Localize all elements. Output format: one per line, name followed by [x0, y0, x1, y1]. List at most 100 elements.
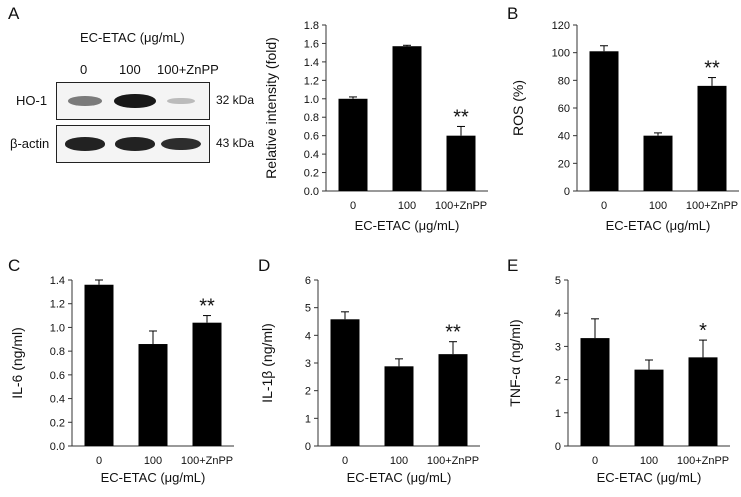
x-tick-label: 100+ZnPP — [686, 200, 738, 212]
blot-membrane-ho1 — [56, 82, 210, 120]
significance-marker: ** — [445, 322, 461, 344]
bar — [138, 344, 168, 446]
panel-letter-b: B — [507, 4, 519, 23]
y-tick-label: 5 — [305, 303, 311, 315]
blot-band — [161, 137, 201, 151]
bar — [438, 354, 468, 446]
bar — [84, 284, 114, 446]
bar — [330, 319, 360, 446]
y-tick-label: 1.6 — [304, 38, 319, 50]
y-axis-label: IL-1β (ng/ml) — [259, 323, 275, 403]
panel-letter-d: D — [258, 256, 271, 275]
y-tick-label: 1.4 — [50, 275, 65, 287]
x-axis-label: EC-ETAC (μg/mL) — [606, 218, 711, 233]
significance-marker: * — [699, 320, 707, 342]
blot-band — [68, 96, 102, 106]
y-tick-label: 0.6 — [304, 131, 319, 143]
y-tick-label: 0 — [555, 441, 561, 453]
blot-row-label-ho1: HO-1 — [16, 93, 48, 108]
y-tick-label: 0.6 — [50, 370, 65, 382]
blot-title: EC-ETAC (μg/mL) — [80, 30, 185, 45]
blot-lane-label: 0 — [80, 62, 88, 77]
panel-letter-a: A — [8, 4, 20, 23]
y-tick-label: 1.0 — [50, 322, 65, 334]
chart-b: 0 20 40 60 80 100 120 0 100 ** 100+ZnPP EC-ETAC (μg… — [510, 20, 739, 233]
y-axis-label: IL-6 (ng/ml) — [9, 327, 25, 399]
y-tick-label: 0 — [564, 186, 570, 198]
bar — [643, 135, 673, 191]
chart-e: 0 1 2 3 4 5 0 100 * 100+ZnPP EC-ETAC (μg/mL) TNF-α … — [507, 275, 730, 485]
y-tick-label: 0.0 — [50, 441, 65, 453]
panel-letter-e: E — [507, 256, 519, 275]
y-tick-label: 1.0 — [304, 94, 319, 106]
chart-a: 0.0 0.2 0.4 0.6 0.8 1.0 1.2 1.4 1.6 1.8 0 100 ** 100+… — [263, 20, 488, 233]
y-tick-label: 3 — [305, 358, 311, 370]
bar — [634, 369, 664, 446]
blot-membrane-actin — [56, 125, 210, 163]
y-tick-label: 40 — [558, 131, 570, 143]
x-tick-label: 100 — [144, 455, 162, 467]
blot-lane-label: 100 — [119, 62, 141, 77]
y-tick-label: 1.4 — [304, 57, 319, 69]
x-tick-label: 100+ZnPP — [181, 455, 233, 467]
blot-kda-ho1: 32 kDa — [216, 93, 255, 107]
blot-band — [114, 137, 156, 151]
y-tick-label: 2 — [305, 386, 311, 398]
y-tick-label: 0.0 — [304, 186, 319, 198]
blot-band — [167, 97, 195, 105]
bar — [697, 85, 727, 191]
x-axis-label: EC-ETAC (μg/mL) — [347, 470, 452, 485]
x-tick-label: 0 — [592, 455, 598, 467]
y-tick-label: 1.2 — [50, 299, 65, 311]
y-tick-label: 0.8 — [50, 346, 65, 358]
y-tick-label: 60 — [558, 103, 570, 115]
blot-band — [114, 94, 156, 108]
y-tick-label: 0.8 — [304, 112, 319, 124]
blot-lane-label: 100+ZnPP — [157, 62, 219, 77]
y-tick-label: 3 — [555, 341, 561, 353]
y-tick-label: 6 — [305, 275, 311, 287]
y-tick-label: 2 — [555, 375, 561, 387]
bar — [392, 46, 422, 191]
significance-marker: ** — [704, 58, 720, 80]
y-tick-label: 0.2 — [50, 417, 65, 429]
bar — [688, 357, 718, 446]
y-tick-label: 0.2 — [304, 168, 319, 180]
x-tick-label: 100 — [390, 455, 408, 467]
x-axis-label: EC-ETAC (μg/mL) — [597, 470, 702, 485]
y-tick-label: 5 — [555, 275, 561, 287]
y-tick-label: 20 — [558, 158, 570, 170]
chart-d: 0 1 2 3 4 5 6 0 100 ** 100+ZnPP EC-ETAC (μg/mL) IL-1… — [259, 275, 480, 485]
x-tick-label: 100 — [398, 200, 416, 212]
x-tick-label: 0 — [350, 200, 356, 212]
panel-letter-c: C — [8, 256, 21, 275]
bar — [338, 98, 368, 191]
y-tick-label: 1 — [555, 408, 561, 420]
y-tick-label: 0.4 — [304, 149, 319, 161]
y-tick-label: 0 — [305, 441, 311, 453]
x-tick-label: 100 — [649, 200, 667, 212]
x-tick-label: 0 — [96, 455, 102, 467]
x-tick-label: 100+ZnPP — [427, 455, 479, 467]
y-tick-label: 1 — [305, 413, 311, 425]
y-tick-label: 1.8 — [304, 20, 319, 32]
x-tick-label: 100+ZnPP — [435, 200, 487, 212]
significance-marker: ** — [199, 296, 215, 318]
significance-marker: ** — [453, 106, 469, 128]
bar — [589, 51, 619, 192]
x-tick-label: 100 — [640, 455, 658, 467]
blot-row-label-actin: β-actin — [10, 136, 50, 151]
y-axis-label: Relative intensity (fold) — [263, 37, 279, 179]
y-axis-label: TNF-α (ng/ml) — [507, 319, 523, 406]
y-tick-label: 4 — [555, 308, 561, 320]
x-tick-label: 100+ZnPP — [677, 455, 729, 467]
y-tick-label: 120 — [552, 20, 570, 32]
bar — [384, 366, 414, 446]
chart-c: 0.0 0.2 0.4 0.6 0.8 1.0 1.2 1.4 0 100 ** 100+ZnPP EC… — [9, 275, 234, 485]
y-tick-label: 100 — [552, 48, 570, 60]
x-axis-label: EC-ETAC (μg/mL) — [101, 470, 206, 485]
blot-kda-actin: 43 kDa — [216, 136, 255, 150]
y-tick-label: 4 — [305, 330, 311, 342]
x-tick-label: 0 — [601, 200, 607, 212]
y-tick-label: 1.2 — [304, 75, 319, 87]
